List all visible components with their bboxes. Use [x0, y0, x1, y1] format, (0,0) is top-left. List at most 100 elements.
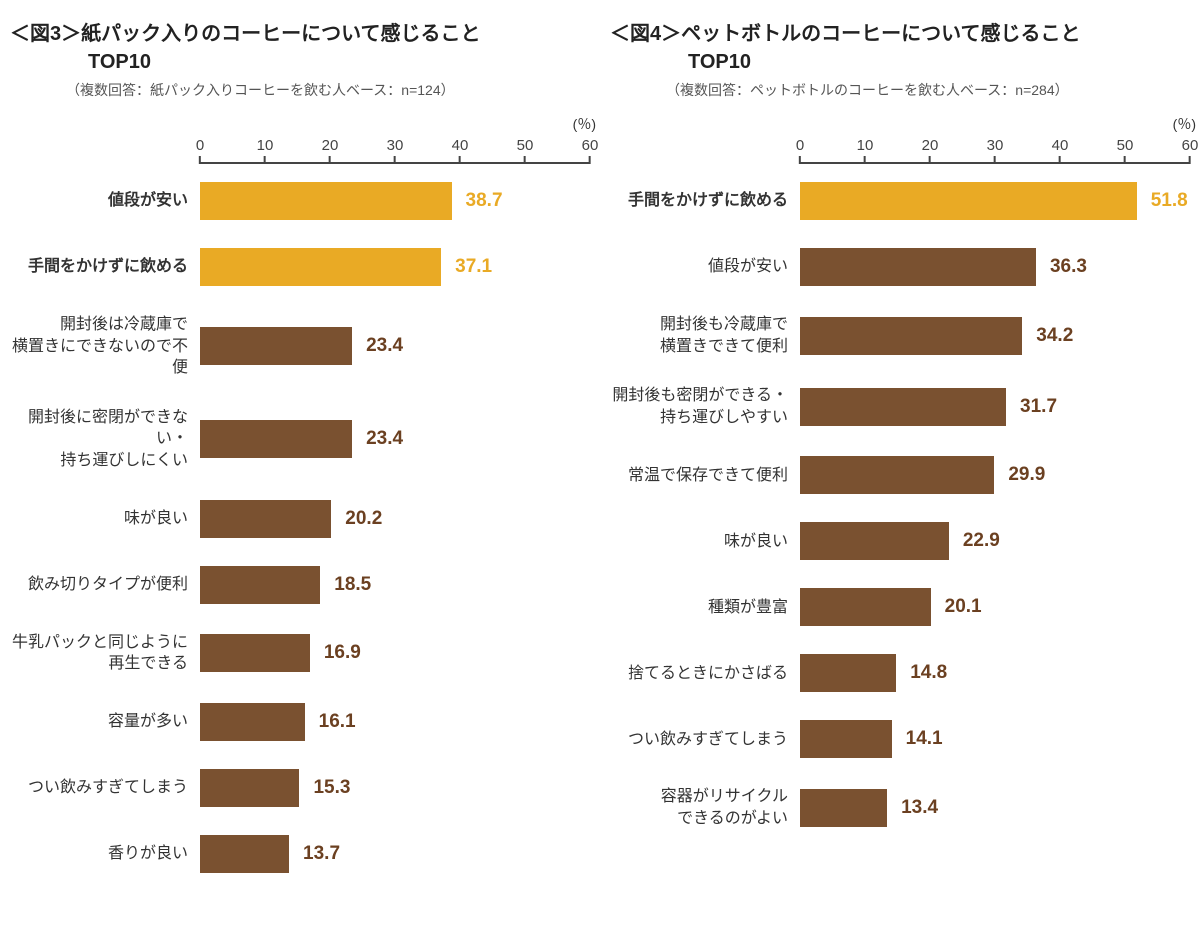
bar-track: 34.2: [800, 317, 1190, 355]
bar-label: つい飲みすぎてしまう: [610, 729, 800, 751]
bar-track: 18.5: [200, 566, 590, 604]
bar-track: 14.8: [800, 654, 1190, 692]
bar-value: 13.7: [289, 843, 340, 865]
axis-tick: 20: [322, 137, 339, 164]
charts-container: ＜図3＞紙パック入りのコーヒーについて感じること TOP10 （複数回答：紙パック入…: [10, 20, 1190, 901]
bar-label-line: 手間をかけずに飲める: [28, 258, 188, 275]
bar-row: つい飲みすぎてしまう15.3: [10, 769, 590, 807]
bar-label-line: 常温で保存できて便利: [628, 467, 788, 484]
bar-label-line: つい飲みすぎてしまう: [28, 779, 188, 796]
bar-track: 29.9: [800, 456, 1190, 494]
chart-panel-1: ＜図4＞ペットボトルのコーヒーについて感じることTOP10 （複数回答：ペットボト…: [610, 20, 1190, 901]
bar-label-line: 開封後も冷蔵庫で: [660, 316, 788, 333]
bar-value: 51.8: [1137, 190, 1188, 212]
bar-row: 牛乳パックと同じように再生できる16.9: [10, 632, 590, 675]
title-prefix: ＜図3＞: [10, 23, 81, 45]
bar-label: 開封後は冷蔵庫で横置きにできないので不便: [10, 314, 200, 379]
chart-panel-0: ＜図3＞紙パック入りのコーヒーについて感じること TOP10 （複数回答：紙パック入…: [10, 20, 590, 901]
bar-label: 開封後も冷蔵庫で横置きできて便利: [610, 314, 800, 357]
axis-ticks: 0102030405060: [800, 140, 1190, 164]
bar-label: 捨てるときにかさばる: [610, 663, 800, 685]
bar-fill: [200, 420, 352, 458]
bar-value: 23.4: [352, 335, 403, 357]
title-main: 紙パック入りのコーヒーについて感じること: [81, 23, 480, 45]
bar-fill: [200, 769, 299, 807]
bars-list: 値段が安い 38.7 手間をかけずに飲める 37.1 開封後は冷蔵庫で横置きにできないの…: [10, 182, 590, 873]
axis-row: (％)0102030405060: [10, 118, 590, 164]
bar-label: 値段が安い: [10, 190, 200, 212]
bar-fill: [800, 522, 949, 560]
axis-tick: 30: [387, 137, 404, 164]
bar-value: 14.1: [892, 728, 943, 750]
bar-value: 20.1: [931, 596, 982, 618]
axis-tick: 0: [796, 137, 804, 164]
bar-row: 容量が多い 16.1: [10, 703, 590, 741]
bar-row: 味が良い 22.9: [610, 522, 1190, 560]
bar-fill: [800, 456, 994, 494]
bar-label: 飲み切りタイプが便利: [10, 574, 200, 596]
bar-track: 14.1: [800, 720, 1190, 758]
bar-track: 16.9: [200, 634, 590, 672]
axis-tick: 40: [452, 137, 469, 164]
bar-row: 常温で保存できて便利 29.9: [610, 456, 1190, 494]
title-line2: TOP10: [10, 48, 590, 76]
bar-row: 開封後も密閉ができる・持ち運びしやすい31.7: [610, 385, 1190, 428]
axis-unit: (％): [1173, 114, 1196, 134]
axis-tick: 10: [857, 137, 874, 164]
bar-value: 23.4: [352, 428, 403, 450]
axis-tick: 0: [196, 137, 204, 164]
axis-unit: (％): [573, 114, 596, 134]
bar-label: 種類が豊富: [610, 597, 800, 619]
bar-fill: [800, 654, 896, 692]
bar-fill: [200, 182, 452, 220]
bar-row: 開封後に密閉ができない・持ち運びしにくい23.4: [10, 407, 590, 472]
bar-row: 味が良い 20.2: [10, 500, 590, 538]
bar-track: 37.1: [200, 248, 590, 286]
bar-label: 容器がリサイクルできるのがよい: [610, 786, 800, 829]
bar-track: 22.9: [800, 522, 1190, 560]
bar-label-line: 味が良い: [724, 533, 788, 550]
bar-track: 38.7: [200, 182, 590, 220]
bar-value: 38.7: [452, 190, 503, 212]
bar-label-line: 味が良い: [124, 510, 188, 527]
axis-area: (％)0102030405060: [800, 118, 1190, 164]
axis-ticks: 0102030405060: [200, 140, 590, 164]
bar-label: 容量が多い: [10, 711, 200, 733]
panel-title: ＜図4＞ペットボトルのコーヒーについて感じることTOP10: [610, 20, 1190, 76]
bar-label-line: 香りが良い: [108, 845, 188, 862]
bar-row: 値段が安い36.3: [610, 248, 1190, 286]
bar-track: 13.7: [200, 835, 590, 873]
bar-row: 容器がリサイクルできるのがよい 13.4: [610, 786, 1190, 829]
bar-label-line: 捨てるときにかさばる: [628, 665, 788, 682]
bar-label: 味が良い: [10, 508, 200, 530]
bar-label-line: 開封後も密閉ができる・: [612, 387, 788, 404]
bar-label-line: 横置きできて便利: [660, 338, 788, 355]
bar-fill: [200, 835, 289, 873]
axis-baseline: [200, 162, 590, 164]
axis-area: (％)0102030405060: [200, 118, 590, 164]
bar-fill: [200, 500, 331, 538]
bar-value: 16.1: [305, 711, 356, 733]
bar-label-line: 持ち運びしにくい: [60, 452, 188, 469]
bar-label: 味が良い: [610, 531, 800, 553]
title-prefix: ＜図4＞: [610, 23, 681, 45]
panel-subtitle: （複数回答：紙パック入りコーヒーを飲む人ベース：n=124）: [10, 80, 590, 100]
title-main: ペットボトルのコーヒーについて感じること: [681, 23, 1080, 45]
axis-tick: 50: [517, 137, 534, 164]
bar-track: 20.2: [200, 500, 590, 538]
bar-value: 22.9: [949, 530, 1000, 552]
bars-list: 手間をかけずに飲める51.8値段が安い36.3開封後も冷蔵庫で横置きできて便利3…: [610, 182, 1190, 830]
bar-fill: [800, 789, 887, 827]
bar-label-line: 飲み切りタイプが便利: [28, 576, 188, 593]
bar-fill: [800, 388, 1006, 426]
bar-value: 13.4: [887, 797, 938, 819]
axis-tick: 20: [922, 137, 939, 164]
bar-value: 37.1: [441, 256, 492, 278]
bar-value: 31.7: [1006, 396, 1057, 418]
bar-track: 51.8: [800, 182, 1190, 220]
axis-tick: 40: [1052, 137, 1069, 164]
bar-label: 香りが良い: [10, 843, 200, 865]
panel-subtitle: （複数回答：ペットボトルのコーヒーを飲む人ベース：n=284）: [610, 80, 1190, 100]
bar-fill: [800, 248, 1036, 286]
bar-fill: [200, 703, 305, 741]
